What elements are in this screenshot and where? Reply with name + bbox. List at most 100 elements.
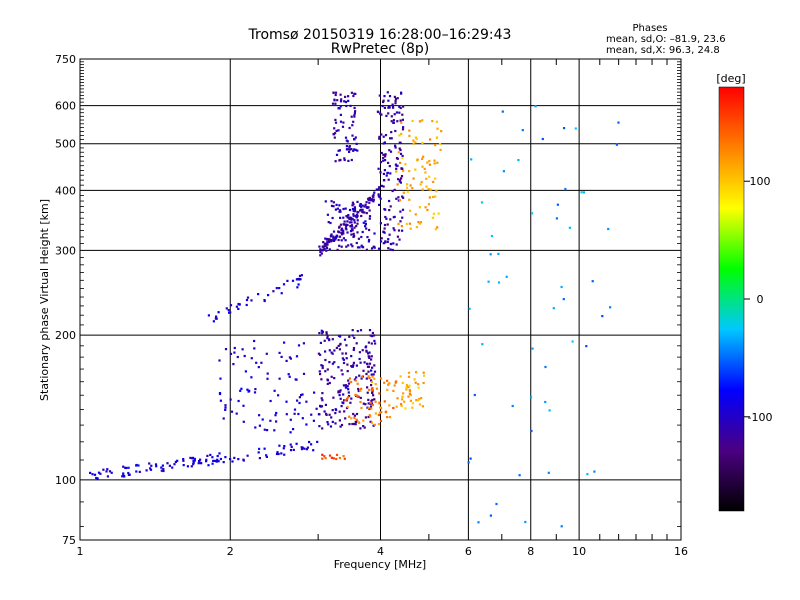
data-point: [421, 141, 424, 144]
data-point: [470, 158, 473, 161]
data-point: [356, 395, 359, 398]
data-point: [352, 348, 355, 351]
data-point: [275, 411, 278, 415]
data-point: [384, 155, 387, 158]
data-point: [326, 241, 329, 244]
data-point: [354, 379, 357, 382]
data-point: [402, 126, 405, 129]
data-point: [222, 417, 225, 420]
data-point: [295, 378, 298, 381]
data-point: [395, 405, 398, 408]
data-point: [427, 188, 430, 191]
data-point: [359, 396, 362, 399]
data-point: [219, 399, 222, 402]
data-point: [560, 525, 563, 528]
data-point: [379, 222, 382, 225]
data-point: [298, 396, 301, 399]
data-point: [193, 457, 196, 460]
data-point: [497, 281, 501, 284]
data-point: [328, 413, 331, 416]
data-point: [358, 374, 361, 377]
data-point: [399, 161, 402, 164]
data-point: [324, 350, 327, 353]
data-point: [353, 414, 356, 417]
data-point: [352, 364, 355, 367]
data-point: [364, 403, 367, 406]
data-point: [280, 355, 283, 358]
data-point: [415, 371, 418, 374]
data-point: [355, 142, 358, 145]
data-point: [395, 167, 398, 170]
data-point: [354, 110, 357, 113]
data-point: [439, 148, 442, 151]
x-tick-label: 2: [227, 545, 234, 558]
data-point: [182, 458, 185, 461]
data-point: [247, 390, 250, 393]
data-point: [375, 387, 378, 390]
data-point: [398, 134, 401, 137]
data-point: [353, 148, 356, 151]
data-point: [345, 215, 348, 218]
data-point: [95, 476, 98, 480]
data-point: [191, 457, 194, 460]
data-point: [339, 343, 342, 346]
data-point: [372, 373, 375, 376]
data-point: [436, 127, 439, 130]
data-point: [367, 198, 370, 202]
data-point: [415, 399, 418, 402]
data-point: [386, 223, 389, 226]
data-point: [386, 171, 389, 174]
data-point: [372, 193, 375, 196]
data-point: [396, 120, 399, 123]
data-point: [401, 216, 404, 219]
data-point: [359, 203, 362, 206]
data-point: [389, 218, 392, 221]
data-point: [339, 216, 342, 219]
data-point: [283, 341, 286, 344]
data-point: [390, 137, 393, 140]
data-point: [342, 223, 345, 226]
data-point: [371, 403, 374, 407]
data-point: [384, 411, 387, 414]
data-point: [404, 407, 407, 410]
data-point: [342, 232, 345, 235]
data-point: [242, 404, 245, 407]
data-point: [325, 238, 328, 241]
data-point: [263, 299, 266, 303]
data-point: [345, 344, 348, 347]
data-point: [347, 396, 350, 399]
data-point: [334, 236, 337, 239]
data-point: [292, 428, 295, 431]
data-point: [320, 397, 323, 400]
data-point: [277, 452, 280, 456]
data-point: [408, 134, 411, 137]
data-point: [379, 419, 383, 423]
data-point: [230, 410, 234, 413]
data-point: [401, 156, 404, 160]
data-point: [544, 400, 547, 404]
data-point: [402, 191, 405, 194]
data-point: [383, 95, 386, 98]
data-point: [345, 357, 348, 360]
data-point: [421, 119, 424, 122]
data-point: [324, 403, 327, 406]
data-point: [435, 136, 438, 139]
data-point: [360, 375, 364, 379]
data-point: [245, 303, 248, 307]
data-point: [372, 198, 375, 201]
data-point: [214, 459, 217, 462]
data-point: [338, 204, 341, 207]
data-point: [206, 454, 209, 457]
data-point: [320, 378, 323, 381]
data-point: [110, 471, 113, 474]
plot-frame: [79, 58, 682, 541]
data-point: [355, 412, 359, 416]
data-point: [342, 358, 345, 361]
data-point: [400, 175, 404, 178]
data-point: [399, 210, 402, 213]
data-point: [365, 201, 368, 204]
data-point: [408, 384, 411, 387]
data-point: [407, 395, 410, 398]
data-point: [384, 153, 387, 156]
data-point: [530, 429, 533, 433]
